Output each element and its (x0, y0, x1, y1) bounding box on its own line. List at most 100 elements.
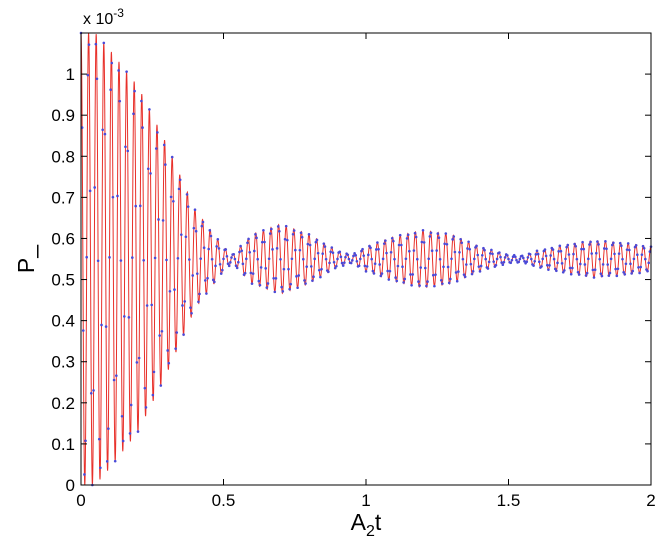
series-marker (571, 266, 574, 270)
series-marker (284, 224, 288, 228)
series-marker (566, 243, 570, 247)
series-marker (200, 224, 204, 228)
series-marker (378, 263, 381, 266)
series-marker (408, 249, 411, 253)
series-marker (612, 241, 615, 245)
series-marker (167, 361, 171, 365)
series-marker (108, 256, 111, 259)
series-marker (455, 279, 459, 283)
series-marker (107, 427, 110, 430)
series-marker (280, 285, 283, 289)
series-marker (471, 270, 475, 273)
series-marker (329, 250, 332, 254)
series-marker (183, 300, 187, 303)
series-marker (311, 279, 314, 282)
series-marker (412, 249, 416, 252)
series-marker (362, 254, 366, 257)
series-marker (344, 255, 347, 259)
series-marker (188, 258, 191, 261)
series-marker (486, 267, 490, 270)
series-marker (169, 195, 173, 199)
series-marker (267, 257, 271, 261)
series-marker (271, 248, 274, 251)
series-marker (416, 257, 419, 261)
series-marker (593, 268, 597, 272)
series-marker (605, 247, 608, 251)
series-marker (478, 270, 482, 273)
series-marker (83, 473, 86, 476)
series-marker (145, 304, 149, 307)
series-marker (126, 149, 130, 153)
series-marker (583, 263, 587, 266)
series-marker (159, 384, 163, 387)
series-marker (172, 199, 175, 203)
series-marker (175, 331, 179, 334)
series-marker (380, 272, 384, 275)
series-marker (592, 276, 596, 279)
series-marker (189, 306, 192, 309)
series-marker (470, 272, 474, 276)
series-marker (479, 264, 483, 268)
series-marker (249, 271, 253, 275)
y-axis-label: P_ (13, 244, 39, 273)
series-marker (629, 262, 632, 266)
series-marker (186, 205, 190, 208)
series-marker (532, 264, 535, 267)
series-marker (165, 258, 168, 262)
series-marker (226, 262, 230, 266)
series-marker (580, 247, 583, 251)
series-marker (185, 193, 189, 196)
series-marker (288, 287, 291, 291)
series-marker (402, 281, 405, 284)
series-marker (609, 257, 613, 261)
series-marker (428, 235, 432, 238)
series-marker (278, 229, 281, 233)
series-marker (320, 267, 323, 271)
series-marker (610, 243, 614, 247)
series-marker (245, 257, 248, 261)
series-marker (360, 249, 363, 253)
series-marker (494, 263, 498, 267)
series-marker (336, 257, 339, 261)
series-marker (395, 279, 399, 283)
series-marker (572, 252, 575, 256)
series-marker (390, 236, 394, 240)
series-marker (621, 257, 624, 261)
series-marker (573, 242, 576, 246)
y-tick-label: 0.5 (51, 271, 75, 290)
series-marker (549, 254, 552, 257)
series-marker (461, 257, 465, 261)
series-marker (567, 253, 571, 256)
series-marker (409, 273, 412, 276)
series-marker (620, 244, 623, 248)
series-marker (600, 274, 604, 278)
series-marker (371, 269, 375, 273)
y-tick-label: 0.7 (51, 188, 75, 207)
series-marker (385, 251, 388, 255)
tick-labels: 0 0.5 1 1.5 2 0 0.1 0.2 0.3 0.4 0.5 0.6 0.7 0.8 0.9 1 (51, 65, 655, 510)
series-marker (423, 266, 427, 270)
series-marker (272, 276, 275, 280)
series-marker (210, 257, 214, 261)
series-marker (87, 43, 91, 46)
series-marker (463, 275, 467, 279)
series-marker (84, 439, 87, 443)
series-marker (561, 270, 565, 274)
series-marker (534, 253, 538, 256)
series-marker (297, 274, 301, 277)
series-marker (418, 284, 421, 287)
series-marker (305, 265, 309, 268)
series-marker (548, 264, 551, 267)
series-marker (447, 281, 451, 285)
series-marker (599, 272, 603, 275)
series-marker (405, 237, 409, 240)
series-marker (327, 270, 330, 274)
series-marker (396, 264, 400, 268)
y-tick-label: 0.4 (51, 312, 75, 331)
series-marker (227, 264, 231, 268)
series-marker (394, 276, 397, 279)
series-marker (117, 69, 120, 72)
series-marker (430, 249, 434, 253)
series-marker (568, 266, 572, 270)
y-tick-label: 0.2 (51, 394, 75, 413)
